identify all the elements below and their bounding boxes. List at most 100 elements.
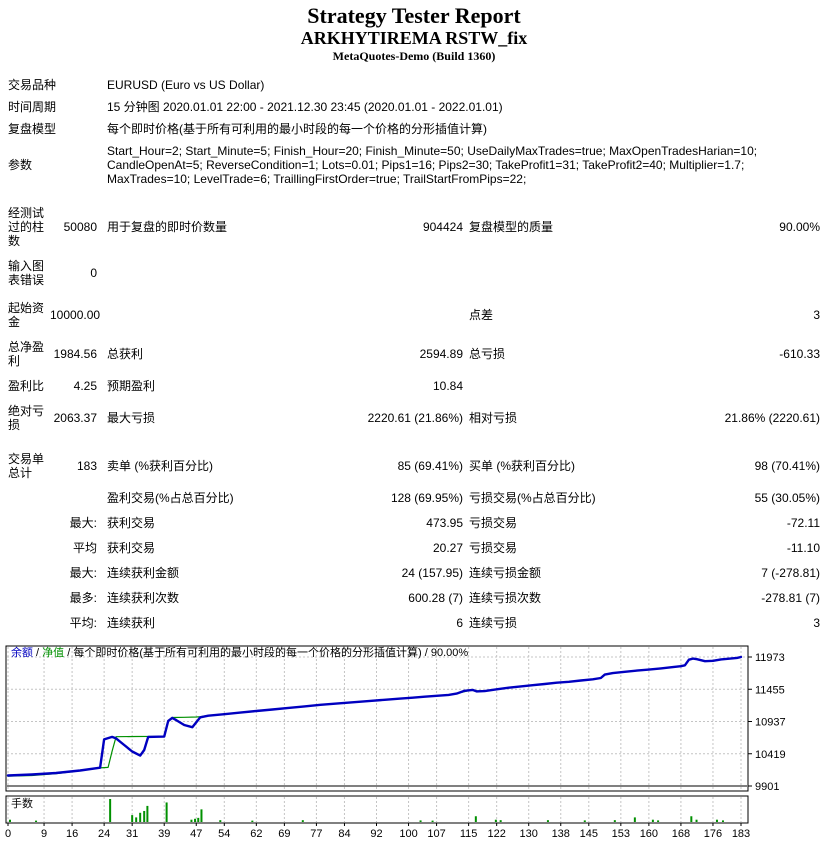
row-value-3: 98 (70.41%)	[754, 459, 820, 473]
row-label-2: 盈利交易(%占总百分比)	[107, 491, 234, 505]
row-label-2: 最大亏损	[107, 411, 156, 425]
x-axis-label: 9	[41, 828, 47, 840]
table-row: 盈利交易(%占总百分比) 128 (69.95%) 亏损交易(%占总百分比) 55 (…	[8, 491, 828, 505]
row-value-1: 平均	[72, 541, 97, 555]
row-label: 起始资金	[8, 301, 45, 329]
row-label-2: 连续获利金额	[107, 566, 180, 580]
row-value-1: 最大:	[69, 566, 97, 580]
row-label-2: 连续获利次数	[107, 591, 180, 605]
x-axis-label: 145	[580, 828, 598, 840]
table-row: 总净盈利 1984.56 总获利 2594.89 总亏损 -610.33	[8, 340, 828, 368]
row-value-3: 7 (-278.81)	[761, 566, 820, 580]
row-label: 交易单总计	[8, 452, 45, 480]
info-row: 时间周期 15 分钟图 2020.01.01 22:00 - 2021.12.30…	[8, 100, 828, 114]
x-axis-label: 168	[672, 828, 690, 840]
row-label-2: 用于复盘的即时价数量	[107, 220, 228, 234]
x-axis-label: 176	[704, 828, 722, 840]
row-label: 输入图表错误	[8, 259, 45, 287]
row-value-3: -278.81 (7)	[761, 591, 820, 605]
table-row: 最大: 连续获利金额 24 (157.95) 连续亏损金额 7 (-278.81)	[8, 566, 828, 580]
row-value-2: 24 (157.95)	[401, 566, 463, 580]
row-label-3: 复盘模型的质量	[469, 220, 554, 234]
row-value-1: 183	[76, 459, 97, 473]
row-label-2: 卖单 (%获利百分比)	[107, 459, 213, 473]
row-value-1: 最大:	[69, 516, 97, 530]
row-value-2: 20.27	[432, 541, 463, 555]
row-value: 每个即时价格(基于所有可利用的最小时段的每一个价格的分形插值计算)	[107, 122, 487, 136]
row-value: EURUSD (Euro vs US Dollar)	[107, 78, 265, 92]
table-row: 起始资金 10000.00 点差 3	[8, 301, 828, 329]
balance-line	[6, 655, 743, 777]
table-row: 经测试过的柱数 50080 用于复盘的即时价数量 904424 复盘模型的质量 90.00…	[8, 206, 828, 248]
row-label: 参数	[8, 158, 33, 172]
row-label-2: 连续获利	[107, 616, 156, 630]
row-label-3: 连续亏损次数	[469, 591, 542, 605]
row-label: 时间周期	[8, 100, 57, 114]
row-value-3: -610.33	[779, 347, 820, 361]
row-label: 总净盈利	[8, 340, 45, 368]
y-axis-label: 10937	[755, 717, 786, 729]
row-value-2: 600.28 (7)	[408, 591, 463, 605]
x-axis-label: 54	[218, 828, 230, 840]
x-axis-label: 100	[399, 828, 417, 840]
row-label-3: 买单 (%获利百分比)	[469, 459, 575, 473]
y-axis-label: 11973	[755, 652, 785, 664]
row-value-2: 2220.61 (21.86%)	[367, 411, 463, 425]
info-row: 交易品种 EURUSD (Euro vs US Dollar)	[8, 78, 828, 92]
row-value-3: 90.00%	[779, 220, 820, 234]
row-value-2: 904424	[422, 220, 463, 234]
row-value-1: 2063.37	[53, 411, 97, 425]
row-label-3: 亏损交易	[469, 516, 518, 530]
info-row: 复盘模型 每个即时价格(基于所有可利用的最小时段的每一个价格的分形插值计算)	[8, 122, 828, 136]
row-value: 15 分钟图 2020.01.01 22:00 - 2021.12.30 23:…	[107, 100, 503, 114]
x-axis-label: 160	[640, 828, 658, 840]
row-value-2: 10.84	[432, 379, 463, 393]
chart-legend: 余额 / 净值 / 每个即时价格(基于所有可利用的最小时段的每一个价格的分形插值…	[11, 645, 468, 659]
build-info: MetaQuotes-Demo (Build 1360)	[332, 49, 496, 63]
row-value-2: 128 (69.95%)	[390, 491, 463, 505]
row-value-3: -11.10	[786, 541, 820, 555]
row-label-3: 连续亏损金额	[469, 566, 542, 580]
row-value-3: 55 (30.05%)	[754, 491, 820, 505]
table-row: 绝对亏损 2063.37 最大亏损 2220.61 (21.86%) 相对亏损 21.86…	[8, 404, 828, 432]
report-header: Strategy Tester Report ARKHYTIREMA RSTW_…	[0, 0, 828, 64]
row-label-2: 总获利	[107, 347, 144, 361]
x-axis-label: 0	[5, 828, 11, 840]
row-value-2: 473.95	[426, 516, 463, 530]
x-axis-label: 69	[278, 828, 290, 840]
equity-balance-chart: 11973 11455 10937 10419 9901 0 9 16 24 31 39 47 54 62…	[5, 645, 786, 840]
x-axis-label: 122	[487, 828, 505, 840]
lots-panel-label: 手数	[11, 796, 33, 810]
row-label-2: 获利交易	[107, 541, 156, 555]
row-label-3: 总亏损	[469, 347, 506, 361]
row-value-3: 3	[813, 616, 820, 630]
y-axis-label: 9901	[755, 781, 779, 793]
row-value-2: 2594.89	[419, 347, 463, 361]
info-row: 参数 Start_Hour=2; Start_Minute=5; Finish_H…	[8, 144, 828, 186]
row-value-3: 21.86% (2220.61)	[724, 411, 820, 425]
x-axis-label: 39	[158, 828, 170, 840]
y-axis-label: 10419	[755, 749, 786, 761]
table-row: 最大: 获利交易 473.95 亏损交易 -72.11	[8, 516, 828, 530]
table-row: 盈利比 4.25 预期盈利 10.84	[8, 379, 828, 393]
x-axis-label: 115	[460, 828, 478, 840]
row-label: 交易品种	[8, 78, 57, 92]
row-value-3: -72.11	[786, 516, 820, 530]
report-subtitle: ARKHYTIREMA RSTW_fix	[300, 28, 528, 48]
row-value: Start_Hour=2; Start_Minute=5; Finish_Hou…	[107, 144, 758, 186]
row-label-3: 亏损交易	[469, 541, 518, 555]
row-label-3: 相对亏损	[469, 411, 518, 425]
x-axis-label: 138	[552, 828, 570, 840]
row-label-2: 获利交易	[107, 516, 156, 530]
table-row: 最多: 连续获利次数 600.28 (7) 连续亏损次数 -278.81 (7)	[8, 591, 828, 605]
page-title: Strategy Tester Report	[307, 3, 521, 28]
x-axis-label: 84	[338, 828, 350, 840]
y-axis-label: 11455	[755, 684, 785, 696]
row-value-1: 50080	[63, 220, 97, 234]
row-label-3: 亏损交易(%占总百分比)	[469, 491, 596, 505]
x-axis-label: 47	[190, 828, 202, 840]
row-label-3: 连续亏损	[469, 616, 518, 630]
x-axis-label: 24	[98, 828, 110, 840]
chart-area: 11973 11455 10937 10419 9901 0 9 16 24 31 39 47 54 62…	[0, 641, 828, 846]
main-chart-border	[5, 645, 749, 792]
